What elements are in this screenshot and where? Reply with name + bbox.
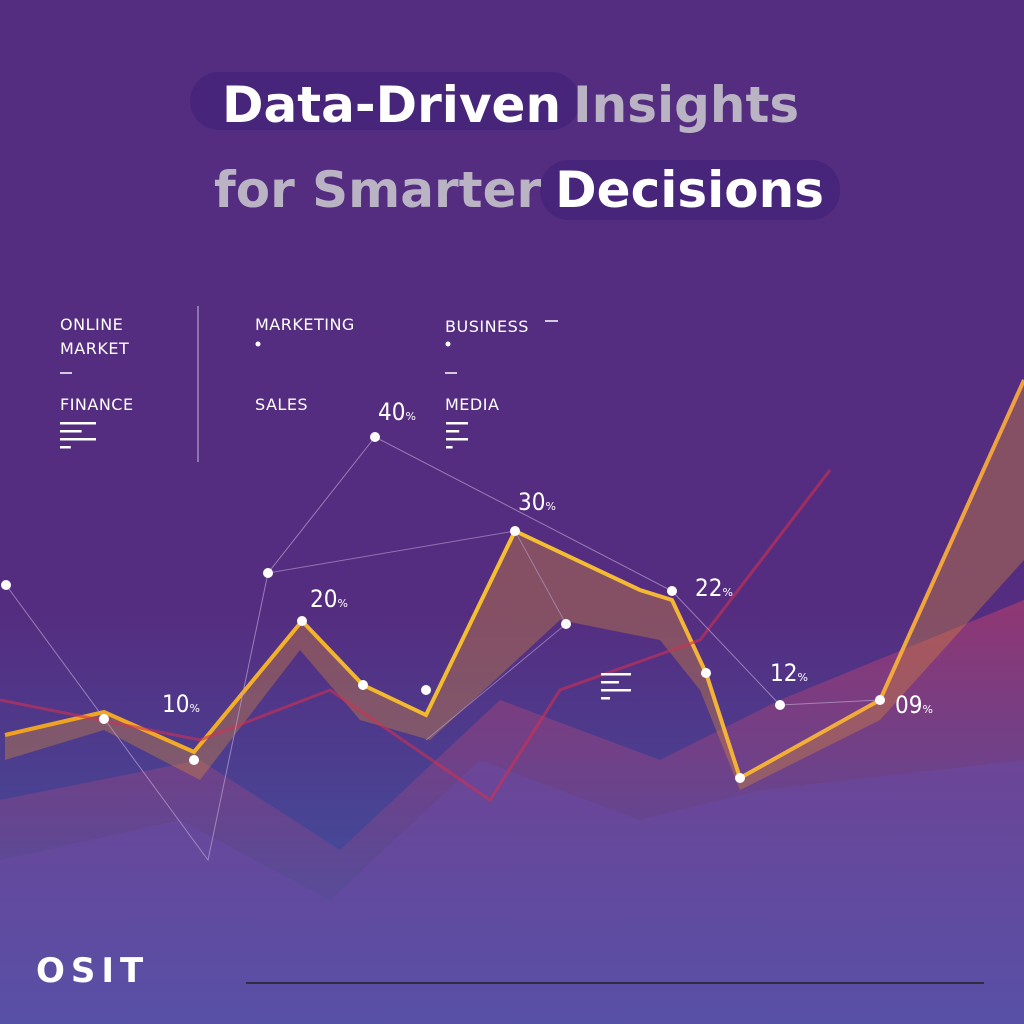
category-label: BUSINESS [445,317,529,336]
category-label: MEDIA [445,395,499,414]
point-dot [263,568,273,578]
bars-icon [60,438,96,441]
bars-icon [601,681,619,684]
category-label: MARKET [60,339,129,358]
bars-icon [60,430,82,433]
dot [255,341,261,347]
percent-number: 09 [895,691,922,719]
percent-label: 30% [518,488,556,516]
percent-unit: % [722,586,732,599]
percent-label: 09% [895,691,933,719]
point-dot [99,714,109,724]
bars-icon [446,438,468,441]
wave-line [0,469,832,803]
point-dot [1,580,11,590]
point-dot [189,755,199,765]
point-dot [510,526,520,536]
percent-unit: % [545,500,555,513]
bars-icon [60,446,71,449]
percent-unit: % [405,410,415,423]
bars-icon [601,673,631,676]
percent-unit: % [337,597,347,610]
point-dot [667,586,677,596]
percent-label: 40% [378,398,416,426]
point-dot [701,668,711,678]
dot [445,341,451,347]
thin-line [267,530,567,741]
bars-icon [446,430,460,433]
point-dot [735,773,745,783]
percent-unit: % [189,702,199,715]
percent-label: 22% [695,574,733,602]
category-label: ONLINE [60,315,123,334]
title-highlight [190,72,580,130]
percent-number: 22 [695,574,722,602]
bars-icon [446,446,453,449]
point-dot [421,685,431,695]
point-dot [775,700,785,710]
category-label: MARKETING [255,315,355,334]
percent-unit: % [797,671,807,684]
point-dot [370,432,380,442]
wave-layer [0,760,1024,1024]
title-line: Data-Driven Insights [222,76,799,134]
title-part: for Smarter [214,161,541,219]
percent-label: 12% [770,659,808,687]
title-part: Decisions [555,161,824,219]
category-label: SALES [255,395,308,414]
point-dot [561,619,571,629]
wave-band [5,380,1024,790]
percent-number: 40 [378,398,405,426]
percent-number: 20 [310,585,337,613]
logo: OSIT [36,951,149,991]
bars-icon [601,689,631,692]
percent-unit: % [922,703,932,716]
title-part: Data-Driven [222,76,561,134]
title-part: Insights [573,76,799,134]
bars-icon [601,697,610,700]
percent-label: 20% [310,585,348,613]
bars-icon [60,422,96,425]
point-dot [358,680,368,690]
title-line: for Smarter Decisions [214,161,824,219]
category-label: FINANCE [60,395,134,414]
percent-number: 30 [518,488,545,516]
percent-label: 10% [162,690,200,718]
bars-icon [446,422,468,425]
title-highlight [540,160,840,220]
percent-number: 10 [162,690,189,718]
percent-number: 12 [770,659,797,687]
point-dot [297,616,307,626]
point-dot [875,695,885,705]
